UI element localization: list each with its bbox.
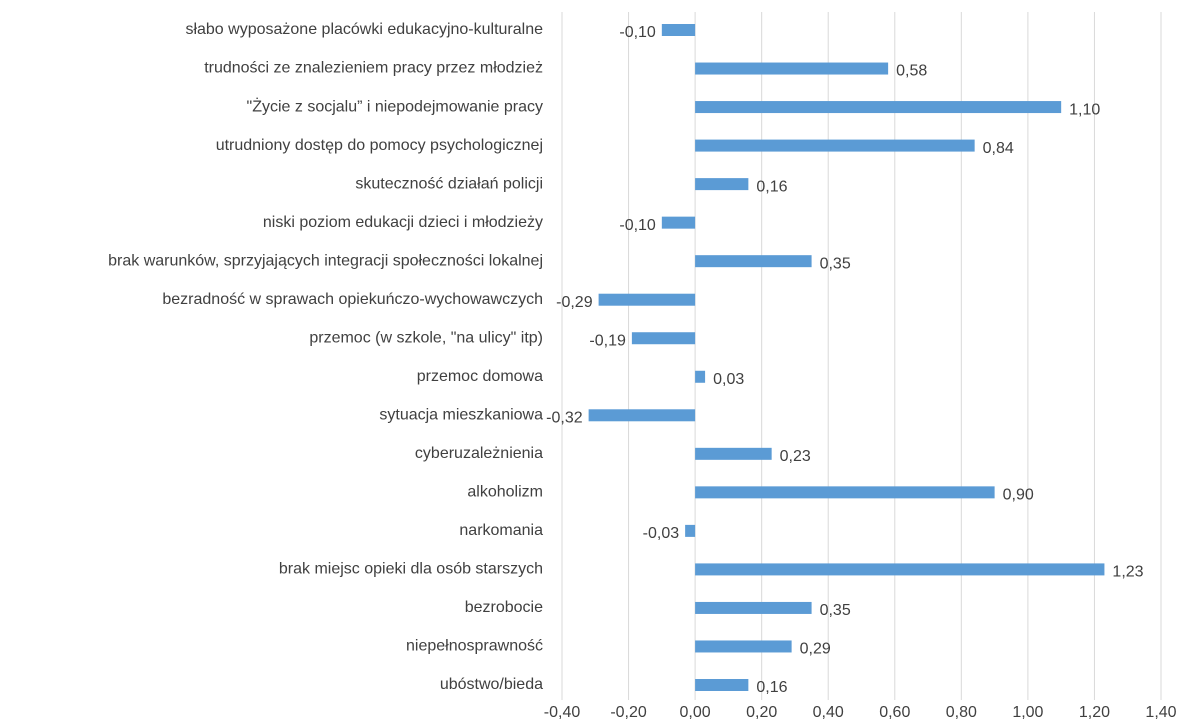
data-label: -0,03: [643, 525, 680, 542]
x-tick-label: -0,20: [610, 704, 647, 721]
data-label: 0,16: [756, 679, 787, 696]
x-tick-label: 1,00: [1012, 704, 1043, 721]
bar: [695, 447, 772, 460]
bar: [631, 332, 696, 345]
bar: [695, 486, 995, 499]
data-label: 0,35: [820, 602, 851, 619]
bar: [695, 601, 812, 614]
category-label: niepełnosprawność: [406, 638, 543, 655]
bar: [695, 563, 1105, 576]
data-label: -0,19: [589, 332, 626, 349]
x-tick-label: 0,40: [813, 704, 844, 721]
bar: [695, 139, 975, 152]
data-label: -0,10: [619, 24, 656, 41]
category-label: bezradność w sprawach opiekuńczo-wychowa…: [162, 291, 543, 308]
data-label: 0,03: [713, 371, 744, 388]
category-label: trudności ze znalezieniem pracy przez mł…: [204, 60, 543, 77]
category-label: alkoholizm: [467, 484, 543, 501]
x-tick-label: 0,00: [680, 704, 711, 721]
bar: [695, 178, 749, 191]
data-label: 0,16: [756, 178, 787, 195]
category-label: niski poziom edukacji dzieci i młodzieży: [263, 214, 543, 231]
bar: [661, 24, 696, 36]
x-tick-label: 1,40: [1145, 704, 1176, 721]
data-label: -0,29: [556, 294, 593, 311]
x-tick-label: 1,20: [1079, 704, 1110, 721]
category-label: cyberuzależnienia: [415, 445, 543, 462]
category-label: narkomania: [459, 522, 543, 539]
x-tick-label: 0,20: [746, 704, 777, 721]
category-label: sytuacja mieszkaniowa: [379, 407, 543, 424]
data-label: 0,58: [896, 63, 927, 80]
data-label: -0,32: [546, 410, 583, 427]
category-label: brak warunków, sprzyjających integracji …: [108, 252, 543, 269]
x-tick-label: 0,80: [946, 704, 977, 721]
data-label: 1,10: [1069, 101, 1100, 118]
data-label: 1,23: [1112, 564, 1143, 581]
category-label: przemoc (w szkole, "na ulicy" itp): [309, 329, 543, 346]
category-label: bezrobocie: [465, 599, 543, 616]
x-tick-label: 0,60: [879, 704, 910, 721]
data-label: -0,10: [619, 217, 656, 234]
category-label: słabo wyposażone placówki edukacyjno-kul…: [185, 21, 543, 38]
category-label: "Życie z socjalu” i niepodejmowanie prac…: [247, 96, 543, 115]
data-label: 0,23: [780, 448, 811, 465]
bar: [695, 640, 792, 653]
category-label: skuteczność działań policji: [355, 175, 543, 192]
category-label: brak miejsc opieki dla osób starszych: [279, 561, 543, 578]
category-label: przemoc domowa: [417, 368, 543, 385]
category-label: utrudniony dostęp do pomocy psychologicz…: [216, 137, 543, 154]
bar: [695, 255, 812, 268]
data-label: 0,84: [983, 140, 1014, 157]
bar: [695, 62, 889, 75]
category-label: ubóstwo/bieda: [440, 676, 543, 693]
data-label: 0,29: [800, 641, 831, 658]
x-tick-label: -0,40: [544, 704, 581, 721]
bar: [695, 679, 749, 691]
bar: [695, 101, 1062, 114]
bar: [598, 293, 696, 306]
bar: [588, 409, 696, 422]
bar: [685, 524, 696, 537]
bar: [695, 370, 706, 383]
data-label: 0,90: [1003, 487, 1034, 504]
bar: [661, 216, 696, 229]
data-label: 0,35: [820, 255, 851, 272]
